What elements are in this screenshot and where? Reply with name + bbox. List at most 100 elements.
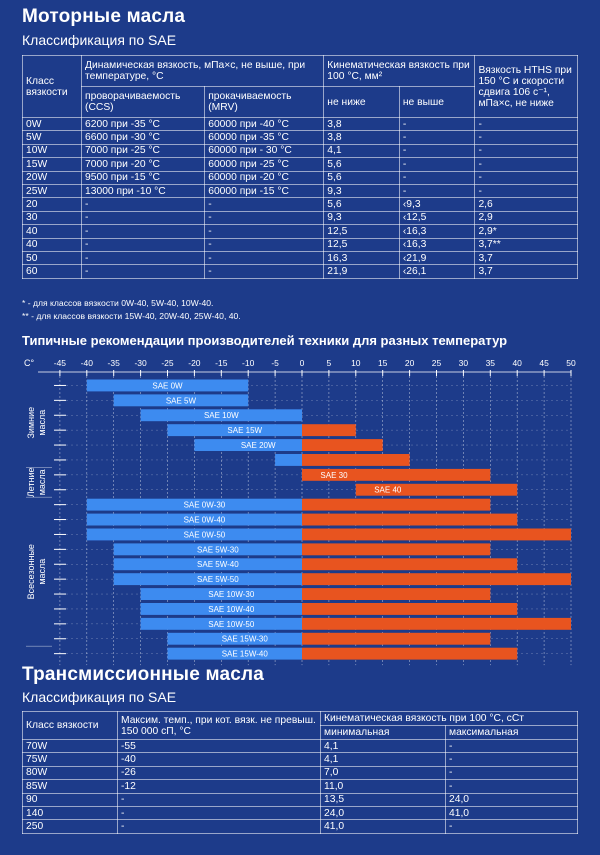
bar-warm (302, 632, 491, 645)
header-mrv: прокачиваемость (MRV) (204, 86, 325, 118)
bar-warm (302, 617, 571, 630)
transmission-oil-table: Класс вязкости Максим. темп., при кот. в… (22, 711, 579, 834)
table-row: 40- -12,5 ‹16,3 2,9* (21, 224, 578, 239)
table-row: 15W 7000 при -20 °С 60000 при -25 °С 5,6- - (21, 157, 578, 172)
table-cell: 60 (21, 264, 83, 279)
x-tick-label: -5 (271, 358, 279, 368)
chart-title: Типичные рекомендации производителей тех… (22, 333, 508, 348)
group-label-line: Зимние (26, 407, 36, 439)
bar-label: SAE 5W-30 (197, 545, 239, 554)
bar-label: SAE 5W-50 (197, 575, 239, 584)
x-tick-label: -10 (242, 358, 255, 368)
bar-warm (302, 424, 356, 437)
bar-cold (140, 588, 302, 600)
table-cell: 7,0 (320, 765, 446, 781)
bar-cold (140, 603, 302, 615)
table-cell: 3,7 (474, 264, 578, 279)
bar-cold (113, 573, 302, 586)
t2-header-min: минимальная (320, 725, 446, 740)
header-class: Класс вязкости (21, 55, 83, 118)
table-cell: -55 (117, 738, 321, 754)
bar-label: SAE 15W-30 (222, 635, 269, 644)
x-tick-label: -30 (134, 358, 147, 368)
group-label-line: масла (37, 469, 47, 495)
table-cell: - (444, 779, 579, 794)
table-cell: 41,0 (444, 805, 579, 821)
table-cell: 90 (22, 792, 118, 807)
bar-label: SAE 0W-50 (184, 530, 226, 539)
group-label-line: масла (37, 559, 47, 585)
transmission-oils-subtitle: Классификация по SAE (22, 689, 177, 705)
t2-header-maxt: Максим. темп., при кот. вязк. не превыш.… (117, 711, 321, 740)
header-hths: Вязкость HTHS при 150 °С и скорости сдви… (474, 55, 578, 118)
bar-warm (302, 498, 491, 511)
bar-label: SAE 10W (204, 411, 239, 420)
group-label: Всесезонныемасла (26, 544, 47, 599)
table-row: 25W 13000 при -10 °С 60000 при -15 °С 9,3- - (21, 183, 578, 199)
bar-label: SAE 15W-40 (222, 650, 269, 659)
x-tick-label: -45 (54, 358, 67, 368)
footnote-2: ** - для классов вязкости 15W-40, 20W-40… (22, 311, 241, 321)
bar-warm (302, 588, 491, 600)
table-cell: 70W (22, 738, 118, 754)
x-tick-label: -15 (215, 358, 228, 368)
bar-cold (275, 454, 302, 466)
table-cell: 4,1 (320, 738, 446, 754)
bar-cold (167, 647, 302, 660)
table-cell: ‹26,1 (398, 264, 476, 279)
bar-label: SAE 0W-40 (184, 516, 226, 525)
bar-warm (302, 439, 383, 451)
x-tick-label: 30 (459, 358, 469, 368)
header-kin: Кинематическая вязкость при 100 °С, мм² (323, 55, 476, 87)
x-tick-label: 45 (539, 358, 549, 368)
bar-cold (140, 409, 302, 422)
x-tick-label: 20 (405, 358, 415, 368)
bar-cold (86, 379, 249, 392)
table-cell: - (117, 805, 321, 821)
table-row: 85W -12 11,0- (22, 779, 579, 794)
group-label: Зимниемасла (26, 407, 47, 439)
header-dyn: Динамическая вязкость, мПа×с, не выше, п… (81, 55, 325, 87)
bar-label: SAE 20W (241, 441, 276, 450)
t2-header-class: Класс вязкости (22, 711, 118, 740)
bar-cold (86, 513, 302, 526)
table-row: 80W -26 7,0- (22, 765, 579, 781)
bar-cold (86, 528, 302, 541)
table-cell: - (117, 819, 321, 834)
bar-warm (302, 513, 518, 526)
x-tick-label: 5 (327, 358, 332, 368)
engine-oil-table: Класс вязкости Динамическая вязкость, мП… (21, 55, 578, 279)
bar-cold (194, 439, 302, 451)
table-cell: - (444, 819, 579, 834)
table-cell: 13,5 (320, 792, 446, 807)
engine-oils-title: Моторные масла (22, 6, 186, 27)
table-row: 75W -40 4,1- (22, 752, 579, 767)
table-cell: - (444, 738, 579, 754)
bar-cold (167, 424, 302, 437)
table-cell: -12 (117, 779, 321, 794)
bar-label: SAE 40 (374, 486, 402, 495)
bar-label: SAE 10W-40 (208, 605, 255, 614)
table-cell: -40 (117, 752, 321, 767)
header-ccs: проворачиваемость (CCS) (81, 86, 206, 118)
x-tick-label: 25 (432, 358, 442, 368)
bar-warm (302, 647, 518, 660)
table-cell: 21,9 (323, 264, 400, 279)
bar-label: SAE 10W-50 (208, 620, 255, 629)
table-cell: - (444, 752, 579, 767)
table-cell: 41,0 (320, 819, 446, 834)
table-row: 90-13,5 24,0 (22, 792, 579, 807)
x-axis-label: C° (24, 358, 34, 368)
bar-warm (302, 454, 410, 466)
table-cell: - (81, 264, 206, 279)
t2-header-kin: Кинематическая вязкость при 100 °С, сСт (320, 711, 578, 726)
engine-oils-subtitle: Классификация по SAE (22, 32, 177, 48)
table-cell: 24,0 (444, 792, 579, 807)
bar-label: SAE 0W-30 (184, 501, 226, 510)
x-tick-label: -35 (108, 358, 121, 368)
group-label: Летниемасла (26, 467, 47, 497)
bar-warm (302, 573, 571, 586)
bar-warm (302, 543, 491, 556)
bar-label: SAE 0W (152, 381, 183, 390)
